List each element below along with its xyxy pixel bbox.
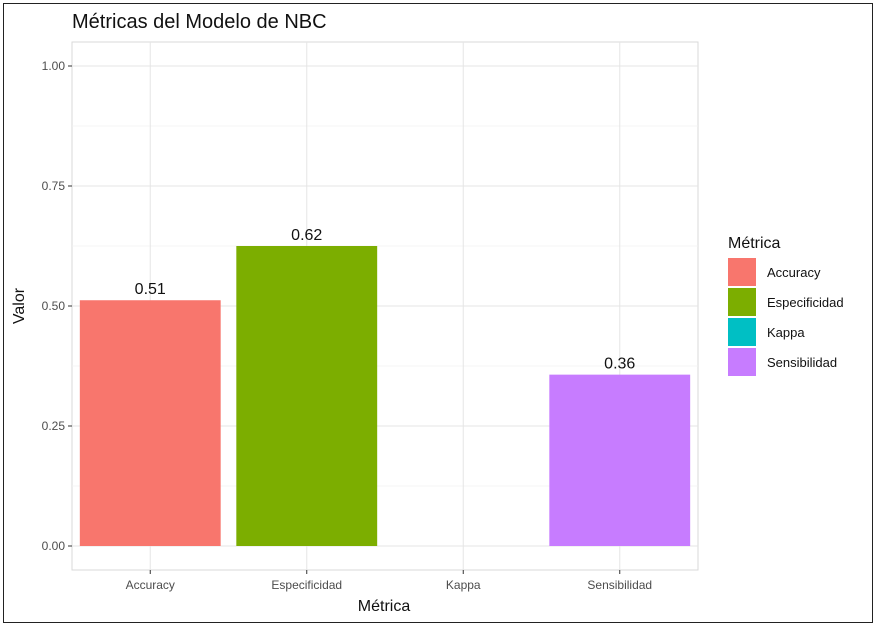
legend: Métrica Accuracy Especificidad Kappa Sensib… bbox=[728, 235, 844, 376]
bar-labels-group: 0.51 0.62 0.36 bbox=[135, 227, 636, 373]
y-axis-ticks: 0.00 0.25 0.50 0.75 1.00 bbox=[42, 59, 72, 553]
chart-title: Métricas del Modelo de NBC bbox=[72, 11, 327, 33]
legend-title: Métrica bbox=[728, 235, 781, 252]
x-tick-label: Accuracy bbox=[126, 578, 175, 592]
x-tick-label: Kappa bbox=[446, 578, 481, 592]
legend-swatch bbox=[728, 348, 756, 376]
bar-value-label: 0.51 bbox=[135, 281, 166, 298]
y-tick-label: 1.00 bbox=[42, 59, 66, 73]
bar-value-label: 0.62 bbox=[291, 227, 322, 244]
bar-accuracy bbox=[79, 300, 221, 546]
bar-value-label: 0.36 bbox=[604, 356, 635, 373]
x-tick-label: Especificidad bbox=[271, 578, 342, 592]
y-tick-label: 0.50 bbox=[42, 299, 66, 313]
x-axis-title: Métrica bbox=[358, 598, 411, 615]
legend-swatch bbox=[728, 318, 756, 346]
legend-swatch bbox=[728, 258, 756, 286]
bar-especificidad bbox=[236, 246, 378, 546]
bars-group bbox=[79, 246, 691, 546]
y-tick-label: 0.00 bbox=[42, 539, 66, 553]
bar-sensibilidad bbox=[549, 374, 691, 546]
legend-label: Especificidad bbox=[767, 295, 844, 310]
legend-label: Sensibilidad bbox=[767, 355, 837, 370]
x-tick-label: Sensibilidad bbox=[587, 578, 652, 592]
y-axis-title: Valor bbox=[11, 287, 28, 324]
y-tick-label: 0.25 bbox=[42, 419, 66, 433]
x-axis-ticks: Accuracy Especificidad Kappa Sensibilidad bbox=[126, 570, 652, 592]
legend-swatch bbox=[728, 288, 756, 316]
legend-label: Kappa bbox=[767, 325, 805, 340]
legend-label: Accuracy bbox=[767, 265, 821, 280]
y-tick-label: 0.75 bbox=[42, 179, 66, 193]
